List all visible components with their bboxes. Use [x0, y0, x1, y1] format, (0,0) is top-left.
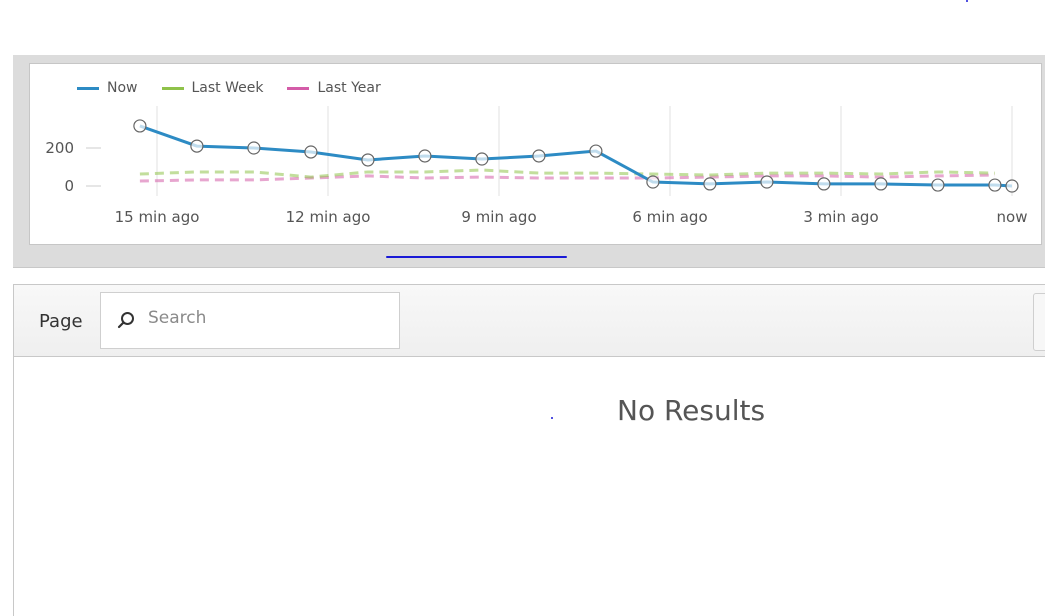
legend-item-last-week[interactable]: Last Week — [161, 80, 264, 96]
legend-item-now[interactable]: Now — [77, 80, 138, 96]
chart-legend: Now Last Week Last Year — [77, 80, 381, 96]
annotation-dot — [551, 417, 553, 419]
legend-label: Now — [107, 80, 138, 96]
search-box[interactable] — [100, 292, 400, 349]
legend-item-last-year[interactable]: Last Year — [287, 80, 381, 96]
no-results-message: No Results — [617, 394, 766, 427]
annotation-dot — [966, 0, 968, 2]
results-area: No Results — [13, 356, 1045, 616]
page-label: Page — [39, 311, 83, 332]
annotation-underline — [386, 256, 567, 258]
legend-label: Last Week — [191, 80, 264, 96]
legend-label: Last Year — [317, 80, 381, 96]
search-icon — [117, 312, 134, 329]
legend-swatch — [287, 86, 310, 90]
toolbar-button[interactable] — [1033, 293, 1045, 351]
legend-swatch — [77, 86, 99, 90]
search-input[interactable] — [146, 307, 390, 329]
page-toolbar: Page — [13, 284, 1045, 357]
legend-swatch — [161, 86, 184, 90]
